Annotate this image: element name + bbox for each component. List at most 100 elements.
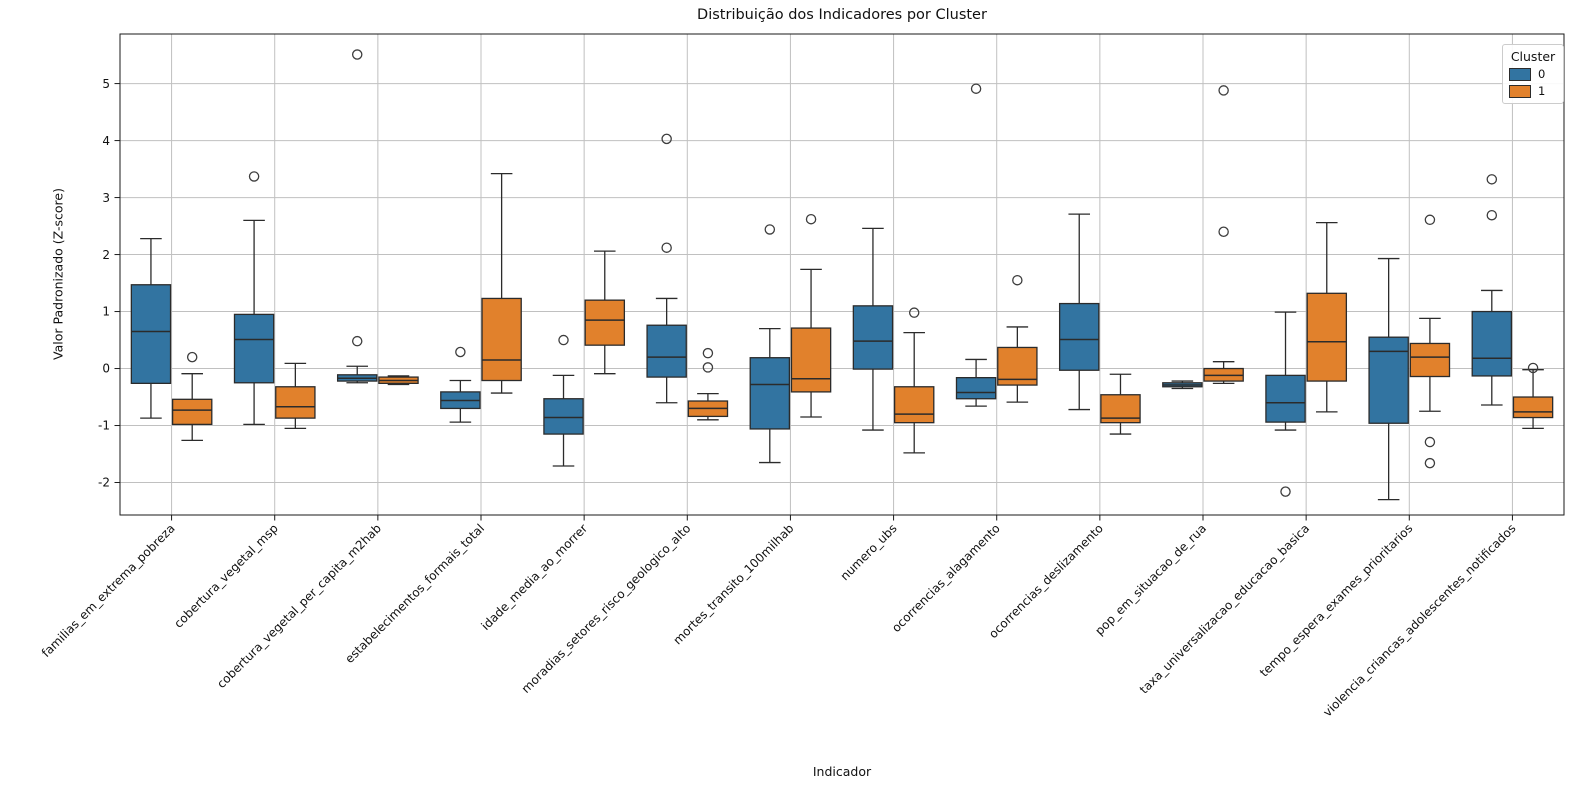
plot-border [119,33,1565,516]
y-tick-label: 3 [102,191,110,205]
outlier-marker [702,362,714,373]
box-cluster0-tempo_espera_exames_prioritarios [1368,257,1409,501]
iqr-box [1512,396,1554,419]
box-cluster0-ocorrencias_deslizamento [1058,213,1100,411]
iqr-box [1471,310,1513,377]
outlier-marker [702,347,714,359]
outlier-marker [1424,214,1436,226]
outlier-marker [455,346,466,358]
y-tick-label: 0 [102,362,110,376]
box-cluster0-taxa_universalizacao_educacao_basica [1265,311,1306,497]
outlier-marker [661,133,672,145]
y-tick-label: 5 [102,77,110,91]
outlier-marker [351,335,363,347]
iqr-box [955,377,997,400]
iqr-box [1265,374,1306,423]
x-tick-label: cobertura_vegetal_msp [171,521,281,631]
outlier-marker [248,171,260,182]
x-tick-label: pop_em_situacao_de_rua [1092,521,1209,638]
box-cluster1-taxa_universalizacao_educacao_basica [1306,221,1348,413]
outlier-marker [1012,274,1023,286]
box-cluster1-mortes_transito_100milhab [790,213,832,418]
iqr-box [893,386,935,424]
box-cluster0-familias_em_extrema_pobreza [130,237,172,419]
iqr-box [1409,342,1451,378]
y-tick-label: -1 [98,419,110,433]
outlier-marker [1280,486,1291,497]
outlier-marker [661,242,672,253]
x-tick-label: taxa_universalizacao_educacao_basica [1137,521,1312,696]
box-cluster1-estabelecimentos_formais_total [481,172,522,394]
box-cluster0-violencia_criancas_adolescentes_notificados [1471,174,1513,406]
legend: Cluster 0 1 [1502,44,1564,104]
outlier-marker [1486,209,1498,221]
x-tick-label: cobertura_vegetal_per_capita_m2hab [214,521,384,691]
x-tick-label: moradias_setores_risco_geologico_alto [519,521,694,696]
iqr-box [233,313,275,384]
y-tick-label: 4 [102,134,110,148]
iqr-box [275,386,316,419]
box-cluster1-violencia_criancas_adolescentes_notificados [1512,362,1554,430]
legend-swatch-cluster0 [1509,67,1531,81]
x-tick-label: mortes_transito_100milhab [670,521,796,647]
outlier-marker [970,83,982,94]
box-cluster1-tempo_espera_exames_prioritarios [1409,214,1451,469]
x-axis-label: Indicador [812,764,872,779]
iqr-box [1306,292,1348,382]
outlier-marker [908,307,920,318]
box-cluster1-pop_em_situacao_de_rua [1203,85,1244,385]
box-cluster0-idade_media_ao_morrer [543,334,584,467]
outlier-marker [1218,226,1229,238]
iqr-box [543,398,584,435]
legend-title: Cluster [1510,49,1556,64]
x-tick-label: idade_media_ao_morrer [478,521,590,633]
chart-title: Distribuição dos Indicadores por Cluster [697,7,987,23]
box-cluster1-ocorrencias_alagamento [997,274,1038,403]
box-cluster1-ocorrencias_deslizamento [1100,373,1141,435]
box-cluster0-moradias_setores_risco_geologico_alto [646,133,687,404]
iqr-box [481,297,522,382]
legend-entry-cluster1: 1 [1509,84,1557,98]
box-cluster1-moradias_setores_risco_geologico_alto [687,347,729,421]
outlier-marker [558,334,569,346]
box-cluster0-estabelecimentos_formais_total [440,346,481,423]
outlier-marker [1527,362,1539,374]
x-tick-label: ocorrencias_alagamento [889,521,1003,635]
x-tick-label: violencia_criancas_adolescentes_notifica… [1320,521,1518,719]
outlier-marker [1424,457,1436,469]
box-cluster1-numero_ubs [893,307,935,454]
iqr-box [790,327,832,393]
box-cluster1-idade_media_ao_morrer [584,250,626,375]
legend-entry-cluster0: 0 [1509,67,1557,81]
outlier-marker [805,213,817,225]
outlier-marker [186,351,198,363]
outlier-marker [1218,85,1229,96]
outlier-marker [1486,174,1498,185]
iqr-box [171,398,213,426]
iqr-box [749,357,791,430]
box-cluster1-cobertura_vegetal_per_capita_m2hab [378,375,419,386]
box-cluster0-cobertura_vegetal_per_capita_m2hab [336,49,378,384]
iqr-box [584,299,626,346]
y-tick-label: 1 [102,305,110,319]
box-cluster1-familias_em_extrema_pobreza [171,351,213,441]
box-cluster0-cobertura_vegetal_msp [233,171,275,426]
box-cluster0-ocorrencias_alagamento [955,83,997,407]
iqr-box [646,324,687,378]
iqr-box [852,305,894,370]
box-cluster0-pop_em_situacao_de_rua [1162,380,1203,390]
box-cluster0-mortes_transito_100milhab [749,224,791,464]
outlier-marker [1424,436,1436,448]
outlier-marker [351,49,363,60]
legend-swatch-cluster1 [1509,84,1531,98]
y-tick-label: -2 [98,476,110,490]
x-tick-label: numero_ubs [838,521,900,583]
y-axis-label: Valor Padronizado (Z-score) [50,188,66,360]
iqr-box [1058,302,1100,371]
iqr-box [130,284,172,385]
x-tick-label: ocorrencias_deslizamento [986,521,1106,641]
iqr-box [1368,336,1409,424]
box-cluster1-cobertura_vegetal_msp [275,362,316,430]
